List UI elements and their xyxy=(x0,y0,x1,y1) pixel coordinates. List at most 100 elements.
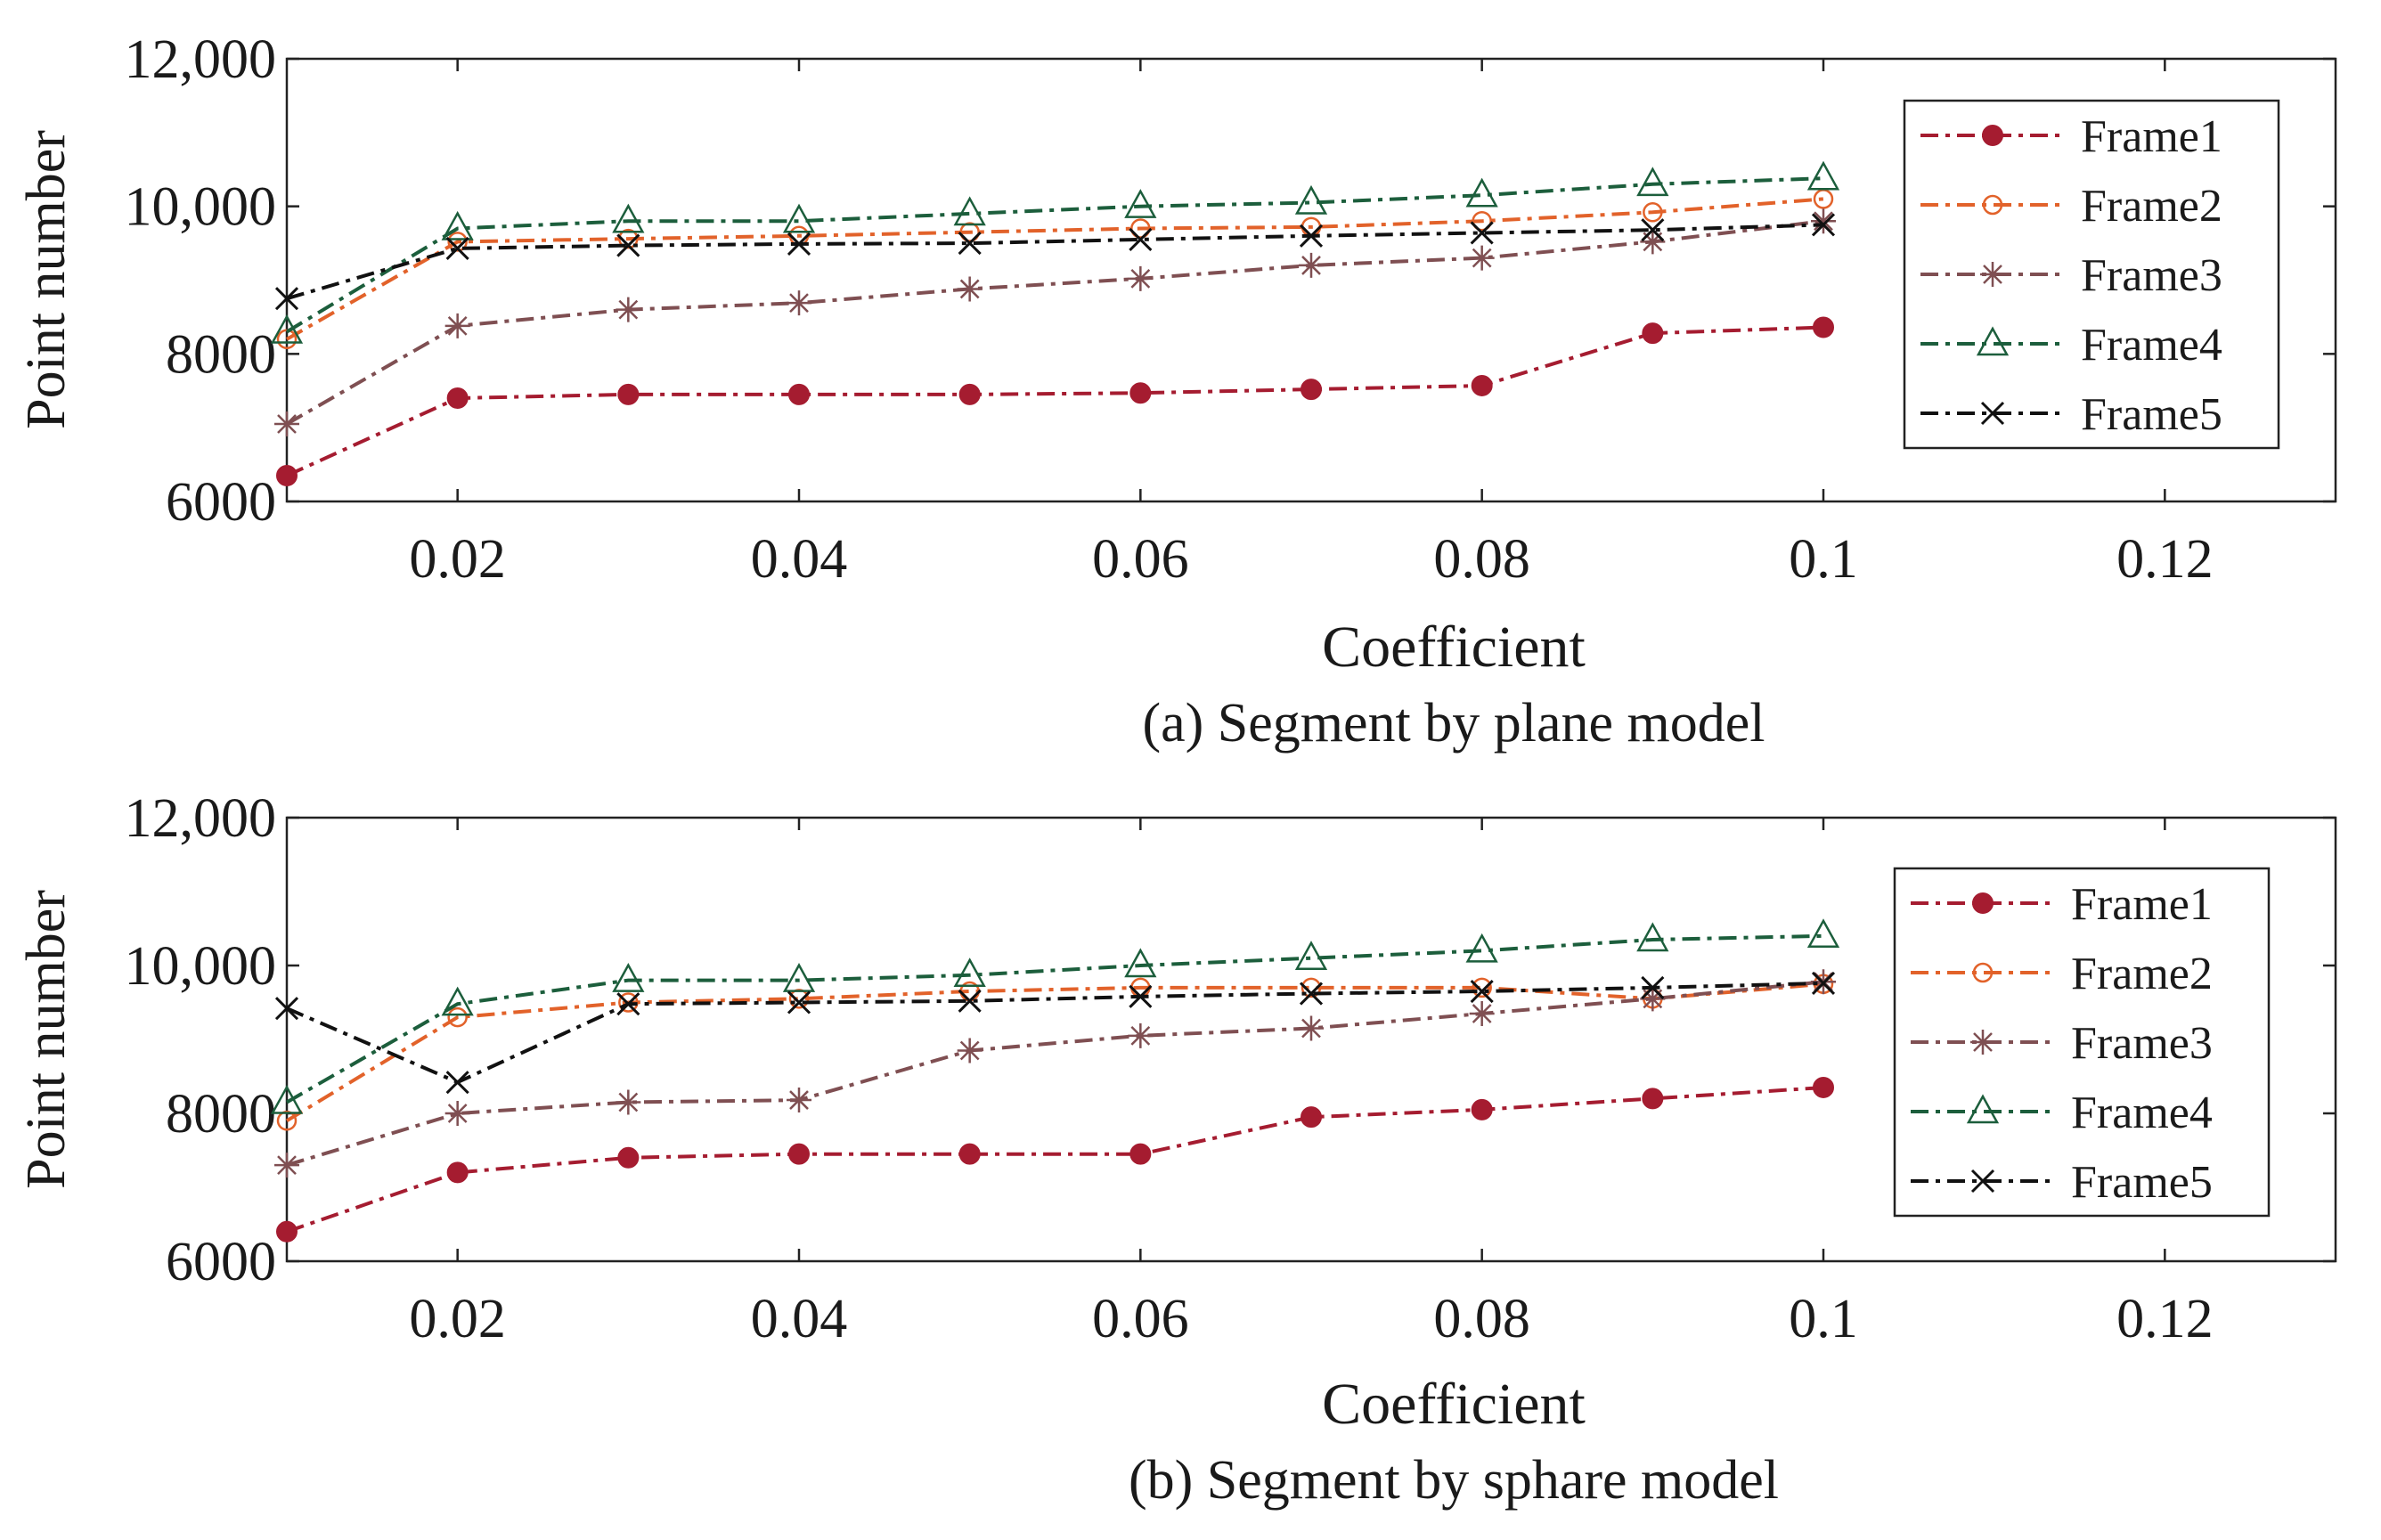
data-point xyxy=(958,1143,981,1165)
data-point xyxy=(787,290,811,316)
legend-label: Frame5 xyxy=(2071,1157,2213,1208)
data-point xyxy=(1636,922,1669,952)
series-frame4 xyxy=(270,160,1840,344)
data-point xyxy=(1806,160,1840,191)
series-frame5 xyxy=(274,213,1836,311)
data-point xyxy=(446,1161,469,1184)
series-frame1 xyxy=(276,1076,1834,1243)
x-axis-label: Coefficient xyxy=(1322,1372,1586,1437)
data-point xyxy=(959,222,980,242)
data-point xyxy=(445,1071,469,1095)
data-point xyxy=(1299,982,1324,1006)
data-point xyxy=(447,232,468,252)
data-point xyxy=(1124,189,1157,218)
y-tick-label: 12,000 xyxy=(125,788,277,849)
data-point xyxy=(1129,984,1153,1008)
series-line xyxy=(286,325,1824,477)
data-point xyxy=(1642,322,1664,345)
data-point xyxy=(270,314,304,344)
series-frame1 xyxy=(276,316,1834,487)
data-point xyxy=(616,233,640,257)
legend-marker xyxy=(1966,1094,2000,1124)
data-point xyxy=(1640,986,1666,1012)
panel-caption: (b) Segment by sphare model xyxy=(1129,1450,1779,1511)
data-point xyxy=(1130,218,1151,239)
x-tick-label: 0.06 xyxy=(1092,1289,1189,1349)
legend-marker xyxy=(1982,194,2003,216)
data-point xyxy=(444,313,470,338)
data-point xyxy=(1813,1076,1834,1098)
data-point xyxy=(1640,229,1666,255)
legend-marker xyxy=(1972,892,1994,914)
series-frame3 xyxy=(274,969,1836,1178)
data-point xyxy=(1128,1023,1154,1048)
x-tick-label: 0.04 xyxy=(751,529,848,590)
series-frame4 xyxy=(270,918,1840,1114)
data-point xyxy=(618,228,639,249)
data-point xyxy=(1299,224,1324,248)
legend-label: Frame2 xyxy=(2081,181,2222,232)
data-point xyxy=(1301,379,1322,401)
data-point xyxy=(788,383,810,405)
x-tick-label: 0.1 xyxy=(1789,1289,1858,1349)
data-point xyxy=(1470,221,1494,245)
x-tick-label: 0.06 xyxy=(1092,529,1189,590)
data-point xyxy=(1124,948,1157,978)
series-line xyxy=(286,980,1824,1168)
legend-label: Frame5 xyxy=(2081,389,2222,440)
data-point xyxy=(1642,1088,1664,1110)
data-point xyxy=(612,963,645,992)
x-tick-label: 0.02 xyxy=(409,1289,506,1349)
legend-marker xyxy=(1980,401,2005,426)
data-point xyxy=(782,203,816,233)
series-frame3 xyxy=(274,208,1836,437)
series-line xyxy=(286,219,1824,426)
data-point xyxy=(1299,252,1324,278)
series-line xyxy=(286,933,1824,1104)
data-point xyxy=(616,1089,641,1115)
data-point xyxy=(1813,316,1834,338)
data-point xyxy=(1465,933,1498,963)
x-tick-label: 0.02 xyxy=(409,529,506,590)
data-point xyxy=(787,232,811,256)
y-tick-label: 6000 xyxy=(166,1232,276,1292)
data-point xyxy=(1128,265,1154,291)
y-tick-label: 6000 xyxy=(166,472,276,533)
data-point xyxy=(1471,374,1493,396)
data-point xyxy=(1129,382,1152,404)
legend-label: Frame3 xyxy=(2071,1018,2213,1069)
data-point xyxy=(441,986,474,1016)
x-tick-label: 0.04 xyxy=(751,1289,848,1349)
data-point xyxy=(1806,918,1840,949)
data-point xyxy=(1811,208,1836,234)
plot-area xyxy=(285,57,2337,503)
y-tick-label: 8000 xyxy=(166,1084,276,1145)
legend-marker xyxy=(1982,125,2003,146)
data-point xyxy=(612,203,645,233)
data-point xyxy=(1636,167,1669,197)
data-point xyxy=(276,1220,298,1243)
series-line xyxy=(286,1086,1824,1234)
legend: Frame1 Frame2 Frame3 Frame4 Frame5 xyxy=(1893,867,2271,1218)
legend-label: Frame4 xyxy=(2071,1088,2213,1138)
data-point xyxy=(446,387,469,410)
data-point xyxy=(1129,1143,1152,1165)
y-tick-label: 12,000 xyxy=(125,29,277,90)
panel-b: 0.02 0.04 0.06 0.08 0.1 0.12 6000 8000 10,000 12,… xyxy=(16,788,2337,1511)
y-axis-label: Point number xyxy=(16,130,77,429)
data-point xyxy=(617,383,640,405)
legend-label: Frame2 xyxy=(2071,949,2213,999)
x-axis-label: Coefficient xyxy=(1322,615,1586,680)
panel-a: 0.02 0.04 0.06 0.08 0.1 0.12 6000 8000 10,000 12,… xyxy=(16,29,2337,754)
data-point xyxy=(1465,177,1498,208)
data-point xyxy=(274,997,299,1021)
data-point xyxy=(1299,1015,1324,1041)
legend-label: Frame1 xyxy=(2071,879,2213,930)
series-line xyxy=(286,223,1824,301)
x-tick-label: 0.08 xyxy=(1433,1289,1530,1349)
data-point xyxy=(953,957,986,988)
data-point xyxy=(276,465,298,487)
data-point xyxy=(958,232,982,256)
legend-marker xyxy=(1976,326,2010,356)
y-tick-label: 8000 xyxy=(166,324,276,385)
